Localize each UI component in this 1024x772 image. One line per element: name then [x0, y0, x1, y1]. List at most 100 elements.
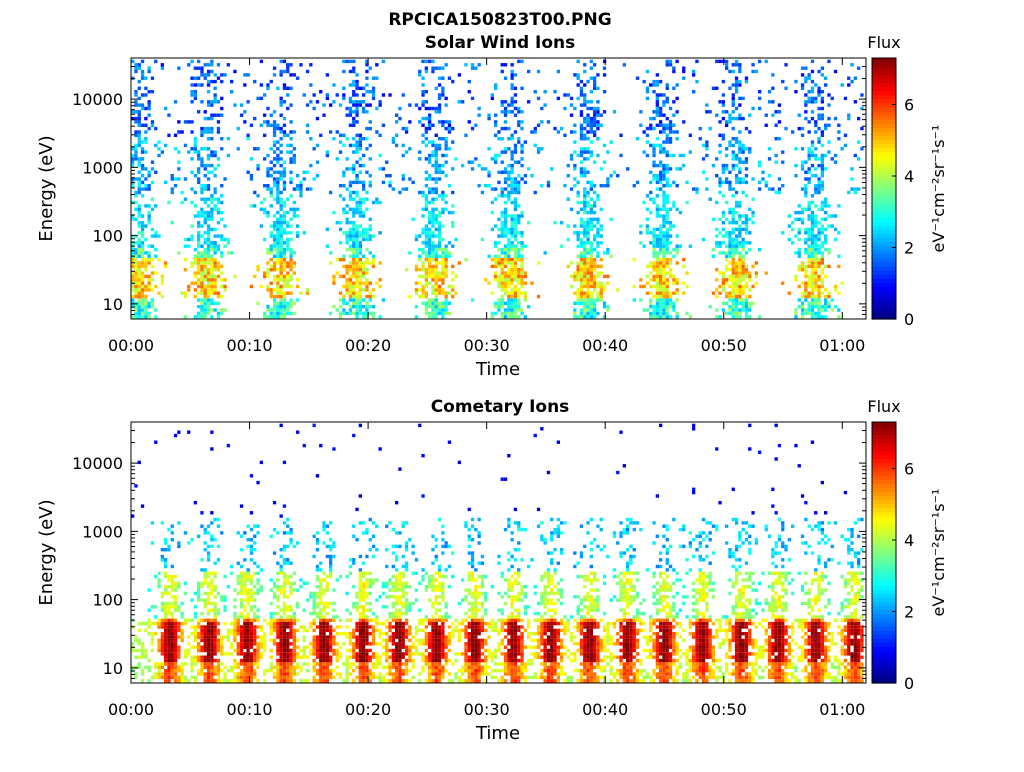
heatmap-cell [134, 315, 137, 318]
heatmap-cell [814, 97, 817, 100]
heatmap-cell [728, 295, 731, 298]
heatmap-cell [728, 187, 731, 190]
heatmap-cell [745, 241, 748, 244]
heatmap-cell [514, 181, 517, 184]
heatmap-cell [240, 676, 243, 679]
heatmap-cell [742, 268, 745, 271]
heatmap-cell [586, 275, 589, 278]
heatmap-cell [659, 282, 662, 285]
heatmap-cell [718, 120, 721, 123]
heatmap-cell [230, 646, 233, 649]
heatmap-cell [157, 662, 160, 665]
heatmap-cell [662, 292, 665, 295]
heatmap-cell [725, 201, 728, 204]
heatmap-cell [355, 305, 358, 308]
heatmap-cell [662, 150, 665, 153]
heatmap-cell [494, 271, 497, 274]
heatmap-cell [527, 100, 530, 103]
heatmap-cell [742, 302, 745, 305]
heatmap-cell [656, 278, 659, 281]
heatmap-cell [306, 292, 309, 295]
heatmap-cell [669, 251, 672, 254]
heatmap-cell [247, 615, 250, 618]
heatmap-cell [332, 305, 335, 308]
heatmap-cell [728, 278, 731, 281]
heatmap-cell [577, 211, 580, 214]
heatmap-cell [827, 251, 830, 254]
heatmap-cell [138, 171, 141, 174]
heatmap-cell [652, 265, 655, 268]
heatmap-cell [286, 241, 289, 244]
heatmap-cell [669, 107, 672, 110]
heatmap-cell [355, 251, 358, 254]
heatmap-cell [520, 282, 523, 285]
heatmap-cell [256, 481, 259, 484]
heatmap-cell [831, 224, 834, 227]
heatmap-cell [718, 144, 721, 147]
heatmap-cell [669, 140, 672, 143]
heatmap-cell [164, 629, 167, 632]
heatmap-cell [276, 124, 279, 127]
heatmap-cell [656, 305, 659, 308]
heatmap-cell [709, 198, 712, 201]
heatmap-cell [821, 255, 824, 258]
heatmap-cell [580, 295, 583, 298]
heatmap-cell [247, 588, 250, 591]
heatmap-cell [520, 144, 523, 147]
heatmap-cell [250, 632, 253, 635]
heatmap-cell [256, 625, 259, 628]
heatmap-cell [362, 298, 365, 301]
heatmap-cell [210, 268, 213, 271]
heatmap-cell [273, 228, 276, 231]
heatmap-cell [286, 285, 289, 288]
heatmap-cell [520, 285, 523, 288]
heatmap-cell [141, 140, 144, 143]
heatmap-cell [827, 150, 830, 153]
heatmap-cell [141, 181, 144, 184]
heatmap-cell [177, 649, 180, 652]
heatmap-cell [243, 619, 246, 622]
heatmap-cell [273, 245, 276, 248]
heatmap-cell [808, 251, 811, 254]
heatmap-cell [438, 302, 441, 305]
heatmap-cell [190, 669, 193, 672]
heatmap-cell [666, 63, 669, 66]
heatmap-cell [240, 639, 243, 642]
heatmap-cell [814, 268, 817, 271]
heatmap-cell [669, 127, 672, 130]
heatmap-cell [494, 224, 497, 227]
heatmap-cell [362, 275, 365, 278]
heatmap-cell [355, 258, 358, 261]
heatmap-cell [735, 191, 738, 194]
heatmap-cell [346, 288, 349, 291]
heatmap-cell [745, 312, 748, 315]
heatmap-cell [421, 93, 424, 96]
heatmap-cell [151, 305, 154, 308]
heatmap-cell [676, 251, 679, 254]
heatmap-cell [435, 157, 438, 160]
heatmap-cell [207, 619, 210, 622]
heatmap-cell [428, 302, 431, 305]
heatmap-cell [207, 292, 210, 295]
heatmap-cell [814, 282, 817, 285]
heatmap-cell [821, 268, 824, 271]
heatmap-cell [283, 295, 286, 298]
heatmap-cell [256, 572, 259, 575]
heatmap-cell [164, 642, 167, 645]
heatmap-cell [174, 602, 177, 605]
heatmap-cell [141, 164, 144, 167]
heatmap-cell [501, 315, 504, 318]
heatmap-cell [204, 625, 207, 628]
heatmap-cell [204, 187, 207, 190]
heatmap-cell [247, 612, 250, 615]
heatmap-cell [144, 204, 147, 207]
heatmap-cell [659, 271, 662, 274]
heatmap-cell [240, 103, 243, 106]
heatmap-cell [148, 103, 151, 106]
heatmap-cell [306, 171, 309, 174]
heatmap-cell [362, 100, 365, 103]
heatmap-cell [715, 245, 718, 248]
heatmap-cell [253, 652, 256, 655]
heatmap-cell [494, 245, 497, 248]
heatmap-cell [435, 218, 438, 221]
